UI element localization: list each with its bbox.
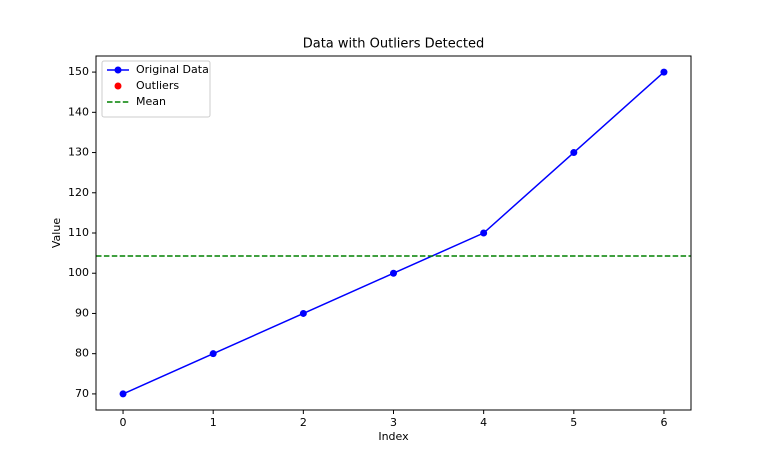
- y-tick-label: 130: [68, 146, 89, 159]
- x-tick-label: 5: [570, 416, 577, 429]
- x-tick-label: 6: [660, 416, 667, 429]
- legend-marker: [114, 66, 122, 74]
- legend-label: Mean: [136, 95, 166, 108]
- data-point: [209, 350, 217, 358]
- data-point: [570, 149, 578, 157]
- y-tick-label: 110: [68, 226, 89, 239]
- legend-box: [101, 60, 211, 118]
- x-tick-label: 4: [480, 416, 487, 429]
- x-tick-label: 1: [210, 416, 217, 429]
- y-tick-label: 100: [68, 266, 89, 279]
- y-tick-label: 80: [75, 347, 89, 360]
- data-point: [660, 68, 668, 76]
- chart-title: Data with Outliers Detected: [303, 37, 485, 52]
- y-axis-label: Value: [50, 218, 63, 248]
- data-point: [480, 229, 488, 237]
- y-tick-label: 140: [68, 105, 89, 118]
- data-point: [119, 390, 127, 398]
- y-tick-label: 70: [75, 387, 89, 400]
- legend-marker: [114, 82, 122, 90]
- legend-label: Original Data: [136, 63, 209, 76]
- legend-label: Outliers: [136, 79, 179, 92]
- data-point: [390, 269, 397, 277]
- x-tick-label: 0: [120, 416, 127, 429]
- x-axis-label: Index: [378, 430, 409, 443]
- x-tick-label: 3: [390, 416, 397, 429]
- axes-frame: [95, 55, 692, 411]
- y-tick-label: 120: [68, 186, 89, 199]
- y-tick-label: 90: [75, 306, 89, 319]
- y-tick-label: 150: [68, 65, 89, 78]
- x-tick-label: 2: [300, 416, 307, 429]
- data-point: [299, 309, 307, 317]
